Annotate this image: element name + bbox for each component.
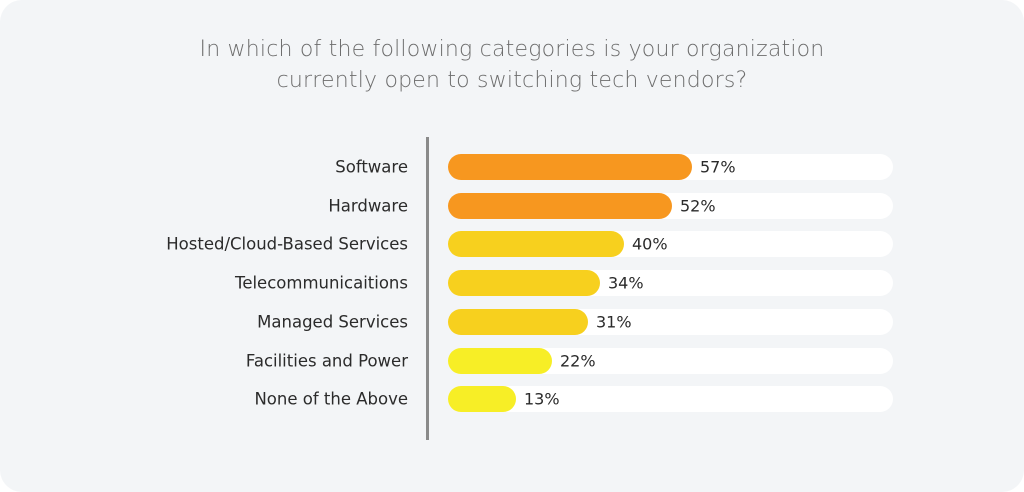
chart-title: In which of the following categories is …	[0, 34, 1024, 96]
category-label: Software	[335, 157, 408, 177]
value-label: 13%	[524, 389, 560, 409]
bar	[448, 192, 672, 219]
value-label: 34%	[608, 273, 644, 293]
value-label: 31%	[596, 312, 632, 332]
category-label: None of the Above	[254, 389, 408, 409]
bar	[448, 231, 624, 258]
value-label: 52%	[680, 196, 716, 216]
bar	[448, 270, 600, 297]
bar	[448, 347, 552, 374]
bar	[448, 386, 516, 413]
bar-track	[448, 386, 893, 413]
value-label: 40%	[632, 234, 668, 254]
category-label: Facilities and Power	[245, 351, 408, 370]
bar	[448, 154, 692, 180]
category-axis-line	[426, 137, 429, 440]
bar	[448, 308, 588, 335]
value-label: 22%	[560, 351, 596, 370]
category-label: Hosted/Cloud-Based Services	[166, 234, 408, 254]
chart-title-text: In which of the following categories is …	[199, 37, 825, 93]
value-label: 57%	[700, 157, 736, 177]
category-label: Managed Services	[257, 312, 408, 332]
category-label: Hardware	[328, 196, 408, 216]
category-label: Telecommunicaitions	[235, 273, 408, 293]
